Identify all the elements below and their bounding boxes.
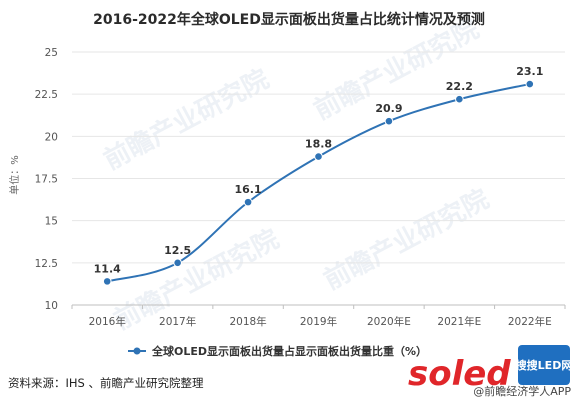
y-tick-label: 12.5: [35, 258, 58, 270]
data-label: 11.4: [94, 262, 121, 275]
logo-badge-text: 搜搜LED网: [516, 358, 573, 372]
y-tick-label: 10: [45, 300, 58, 312]
x-tick-label: 2019年: [300, 315, 337, 328]
data-point: [102, 277, 112, 286]
soled-logo-text: soled: [408, 354, 511, 394]
watermark-attribution: @前瞻经济学人APP: [473, 384, 571, 398]
x-tick-label: 2021年E: [437, 315, 481, 328]
data-point: [243, 197, 253, 207]
y-ticks: 10 12.5 15 17.5 20 22.5 25: [35, 47, 58, 312]
data-point: [525, 79, 535, 89]
x-tick-label: 2016年: [89, 315, 126, 328]
legend-label: 全球OLED显示面板出货量占显示面板出货量比重（%）: [151, 344, 427, 358]
data-label: 23.1: [516, 65, 543, 78]
legend: 全球OLED显示面板出货量占显示面板出货量比重（%）: [128, 344, 427, 358]
svg-text:前瞻产业研究院: 前瞻产业研究院: [319, 183, 494, 296]
x-tick-label: 2022年E: [508, 315, 552, 328]
data-label: 18.8: [305, 138, 332, 151]
x-tick-label: 2017年: [159, 315, 196, 328]
y-tick-label: 20: [45, 131, 58, 143]
legend-marker: [133, 347, 141, 355]
series: [102, 79, 535, 286]
y-tick-label: 22.5: [35, 89, 58, 101]
y-tick-label: 15: [45, 216, 58, 228]
data-point: [173, 258, 182, 268]
x-tick-label: 2018年: [229, 315, 266, 328]
y-tick-label: 25: [45, 47, 58, 59]
logo-badge: [518, 345, 570, 385]
svg-text:前瞻产业研究院: 前瞻产业研究院: [99, 63, 274, 176]
x-tick-label: 2020年E: [367, 315, 411, 328]
chart-title: 2016-2022年全球OLED显示面板出货量占比统计情况及预测: [93, 11, 485, 28]
background-watermark: 前瞻产业研究院 前瞻产业研究院 前瞻产业研究院 前瞻产业研究院: [99, 13, 494, 336]
data-point: [384, 116, 394, 126]
source-note: 资料来源：IHS 、前瞻产业研究院整理: [8, 376, 204, 390]
soled-logo: soled 搜搜LED网 @前瞻经济学人APP: [408, 345, 572, 398]
y-tick-label: 17.5: [35, 174, 58, 186]
x-ticks: 2016年 2017年 2018年 2019年 2020年E 2021年E 2022年E: [71, 305, 566, 328]
data-label: 22.2: [446, 80, 473, 93]
data-label: 12.5: [164, 244, 191, 257]
data-point: [314, 152, 323, 161]
data-label: 16.1: [235, 183, 262, 196]
grid: [72, 51, 565, 306]
data-point: [455, 94, 464, 104]
data-label: 20.9: [375, 102, 402, 115]
data-labels: 11.4 12.5 16.1 18.8 20.9 22.2 23.1: [94, 65, 544, 275]
y-axis-label: 单位：%: [8, 155, 21, 195]
